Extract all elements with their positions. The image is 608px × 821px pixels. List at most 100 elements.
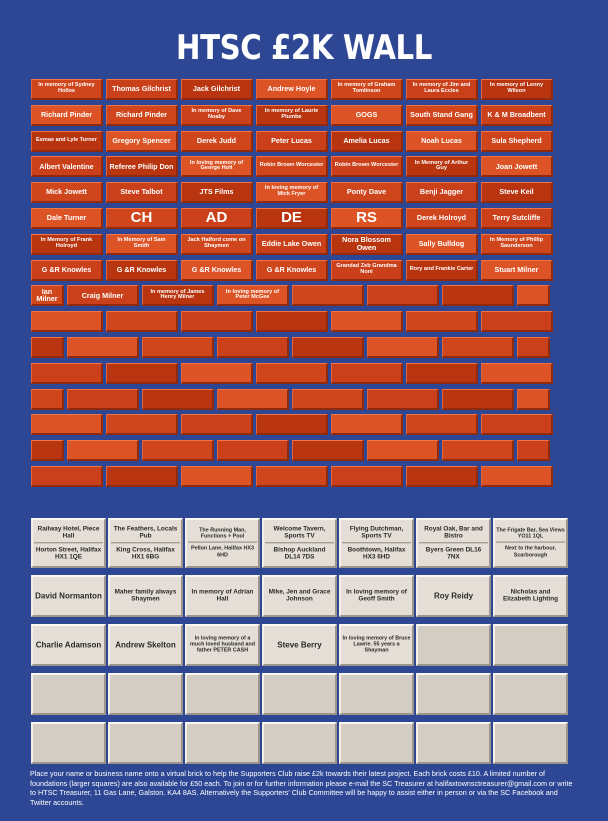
stone-business-address: Pellon Lane, Halifax HX3 6HD <box>191 546 254 559</box>
foundation-stone-named: David Normanton <box>31 575 106 617</box>
brick-named: Peter Lucas <box>256 130 328 152</box>
brick-named: Rory and Frankie Carter <box>406 259 478 281</box>
brick-named: Joan Jowett <box>481 156 553 178</box>
brick-named: Nora Blossom Owen <box>331 233 403 255</box>
brick-empty <box>181 311 253 333</box>
brick-named: South Stand Gang <box>406 104 478 126</box>
brick-named: JTS Films <box>181 182 253 204</box>
foundation-stone-named: In loving memory of Bruce Lawrie. 55 yea… <box>339 624 414 666</box>
page-title: HTSC £2K WALL <box>176 28 432 68</box>
brick-empty <box>367 285 439 307</box>
brick-empty <box>517 285 550 307</box>
brick-empty <box>181 466 253 487</box>
brick-named: K & M Broadbent <box>481 104 553 126</box>
brick-empty <box>517 337 550 358</box>
brick-empty <box>406 414 478 436</box>
brick-empty <box>181 362 253 384</box>
foundation-stone-business: Welcome Tavern, Sports TV Bishop Auckland… <box>262 518 337 568</box>
brick-named: G &R Knowles <box>106 259 178 281</box>
brick-empty <box>367 440 439 462</box>
brick-named: Sula Shepherd <box>481 130 553 152</box>
stone-business-address: King Cross, Halifax HX1 6BG <box>116 546 175 561</box>
brick-named: In memory of Laurie Plumbe <box>256 104 328 126</box>
brick-empty <box>142 337 214 358</box>
brick-empty <box>31 414 103 436</box>
foundation-stone-empty <box>416 624 491 666</box>
brick-named: In Memory of Phillip Saunderson <box>481 233 553 255</box>
foundation-stone-empty <box>416 673 491 715</box>
stone-business-address: Horton Street, Halifax HX1 1QE <box>35 546 102 561</box>
brick-empty <box>481 414 553 436</box>
brick-named: Dale Turner <box>31 208 103 229</box>
brick-named: Albert Valentine <box>31 156 103 178</box>
brick-empty <box>67 440 139 462</box>
brick-empty <box>106 414 178 436</box>
brick-empty <box>256 466 328 487</box>
brick-named: Robin Brown Worcester <box>331 156 403 178</box>
foundation-stone-empty <box>31 673 106 715</box>
brick-empty <box>31 466 103 487</box>
stone-business-name: The Running Man, Functions + Pool <box>188 528 257 543</box>
brick-named: Stuart Milner <box>481 259 553 281</box>
stone-business-address: Bishop Auckland DL14 7DS <box>273 546 326 561</box>
foundation-stone-empty <box>339 673 414 715</box>
brick-named: Sally Bulldog <box>406 233 478 255</box>
brick-empty <box>31 440 64 462</box>
brick-named: Benji Jagger <box>406 182 478 204</box>
brick-empty <box>442 285 514 307</box>
brick-named: In Memory of Sam Smith <box>106 233 178 255</box>
brick-empty <box>142 388 214 410</box>
brick-named: Jack Gilchrist <box>181 79 253 100</box>
brick-named: Thomas Gilchrist <box>106 79 178 100</box>
brick-empty <box>256 414 328 436</box>
brick-empty <box>481 466 553 487</box>
foundation-stone-business: Railway Hotel, Piece Hall Horton Street, … <box>31 518 106 568</box>
stone-business-name: The Feathers, Locals Pub <box>111 525 180 543</box>
stone-business-address: Next to the harbour, Scarborough <box>505 546 556 559</box>
brick-named: RS <box>331 208 403 229</box>
foundation-stone-empty <box>185 722 260 764</box>
brick-named: Amelia Lucas <box>331 130 403 152</box>
brick-named: In loving memory of George Holt <box>181 156 253 178</box>
brick-named: Esmae and Lyle Turner <box>31 130 103 152</box>
brick-named: G &R Knowles <box>256 259 328 281</box>
brick-empty <box>142 440 214 462</box>
footer-info: Place your name or business name onto a … <box>30 769 573 807</box>
brick-empty <box>292 285 364 307</box>
brick-empty <box>406 362 478 384</box>
foundation-stone-named: Steve Berry <box>262 624 337 666</box>
brick-named: CH <box>106 208 178 229</box>
brick-named: Mick Jowett <box>31 182 103 204</box>
brick-empty <box>106 466 178 487</box>
brick-named: In memory of Sydney Hollos <box>31 79 103 100</box>
brick-named: In Memory of Frank Holroyd <box>31 233 103 255</box>
brick-named: Ian Milner <box>31 285 64 307</box>
brick-named: G &R Knowles <box>181 259 253 281</box>
foundation-stone-empty <box>416 722 491 764</box>
brick-empty <box>481 362 553 384</box>
brick-empty <box>367 388 439 410</box>
foundation-stone-named: Andrew Skelton <box>108 624 183 666</box>
brick-empty <box>331 466 403 487</box>
foundation-stone-business: Royal Oak, Bar and Bistro Byers Green DL1… <box>416 518 491 568</box>
brick-named: Ponty Dave <box>331 182 403 204</box>
brick-empty <box>31 311 103 333</box>
brick-empty <box>31 388 64 410</box>
foundation-stone-empty <box>108 722 183 764</box>
brick-named: AD <box>181 208 253 229</box>
brick-named: Derek Holroyd <box>406 208 478 229</box>
brick-named: In loving memory of Mick Fryer <box>256 182 328 204</box>
brick-empty <box>106 362 178 384</box>
stone-business-name: Royal Oak, Bar and Bistro <box>419 525 488 543</box>
stone-business-name: The Frigate Bar, Sea Views YO11 1QL <box>496 528 565 543</box>
brick-empty <box>217 388 289 410</box>
foundation-stone-empty <box>262 722 337 764</box>
brick-empty <box>292 337 364 358</box>
brick-named: Derek Judd <box>181 130 253 152</box>
brick-named: Terry Sutcliffe <box>481 208 553 229</box>
foundation-stone-business: The Running Man, Functions + Pool Pellon … <box>185 518 260 568</box>
foundation-stone-named: Nicholas and Elizabeth Lighting <box>493 575 568 617</box>
stone-business-name: Railway Hotel, Piece Hall <box>34 525 103 543</box>
brick-named: Noah Lucas <box>406 130 478 152</box>
